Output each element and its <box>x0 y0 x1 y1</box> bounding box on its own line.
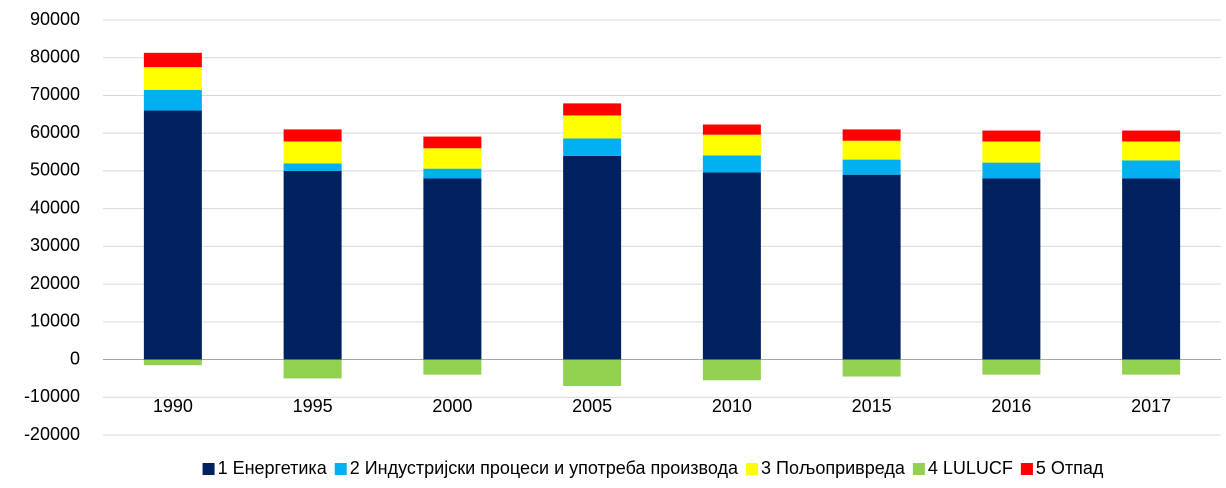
bar-segment <box>563 138 622 156</box>
legend-label: 5 Отпад <box>1036 458 1104 478</box>
legend-swatch <box>746 463 759 475</box>
y-tick-label: -20000 <box>24 424 80 444</box>
legend-label: 3 Пољопривреда <box>761 458 906 478</box>
bar-segment <box>842 174 901 360</box>
legend-label: 2 Индустријски процеси и употреба произв… <box>350 458 739 478</box>
bar-segment <box>702 124 761 135</box>
x-tick-label: 2000 <box>432 396 472 416</box>
bar-segment <box>563 155 622 360</box>
legend-label: 1 Енергетика <box>218 458 328 478</box>
bar-segment <box>283 141 342 164</box>
bar-segment <box>842 129 901 141</box>
y-tick-label: 60000 <box>30 122 80 142</box>
bar-segment <box>283 129 342 142</box>
bar-segment <box>143 52 202 68</box>
bar-segment <box>982 130 1041 142</box>
bar-segment <box>982 359 1041 375</box>
bar-segment <box>842 140 901 160</box>
bar-segment <box>1122 359 1181 375</box>
bar-segment <box>423 136 482 149</box>
x-tick-label: 2005 <box>572 396 612 416</box>
bar-segment <box>1122 178 1181 360</box>
bar-segment <box>563 359 622 386</box>
legend-swatch <box>912 463 925 475</box>
bar-segment <box>423 178 482 360</box>
bar-segment <box>982 178 1041 360</box>
legend-swatch <box>1020 463 1033 475</box>
bar-segment <box>982 141 1041 163</box>
bar-segment <box>563 103 622 116</box>
bar-segment <box>842 359 901 377</box>
y-tick-label: 50000 <box>30 160 80 180</box>
bar-segment <box>563 115 622 139</box>
bar-segment <box>143 110 202 360</box>
y-tick-label: 0 <box>70 348 80 368</box>
bar-segment <box>1122 160 1181 179</box>
y-tick-label: 70000 <box>30 84 80 104</box>
y-tick-label: 30000 <box>30 235 80 255</box>
bar-segment <box>1122 130 1181 142</box>
y-tick-label: 80000 <box>30 46 80 66</box>
bar-segment <box>702 134 761 156</box>
x-tick-label: 2016 <box>991 396 1031 416</box>
bar-segment <box>842 159 901 175</box>
bar-segment <box>143 67 202 90</box>
bar-segment <box>702 359 761 381</box>
bar-segment <box>283 359 342 379</box>
y-tick-label: 90000 <box>30 9 80 29</box>
bar-segment <box>423 148 482 169</box>
x-tick-label: 1990 <box>153 396 193 416</box>
x-tick-label: 2010 <box>712 396 752 416</box>
bar-segment <box>283 163 342 171</box>
bar-segment <box>702 172 761 360</box>
bar-segment <box>143 359 202 366</box>
bar-segment <box>1122 141 1181 161</box>
legend-label: 4 LULUCF <box>928 458 1013 478</box>
bar-segment <box>283 170 342 360</box>
bar-segment <box>982 162 1041 179</box>
bar-segment <box>702 155 761 173</box>
legend-swatch <box>334 463 347 475</box>
legend-swatch <box>202 463 215 475</box>
bar-segment <box>423 168 482 179</box>
y-tick-label: -10000 <box>24 386 80 406</box>
y-tick-label: 10000 <box>30 311 80 331</box>
y-tick-label: 40000 <box>30 197 80 217</box>
x-tick-label: 1995 <box>293 396 333 416</box>
x-tick-label: 2015 <box>852 396 892 416</box>
bar-segment <box>143 89 202 111</box>
y-tick-label: 20000 <box>30 273 80 293</box>
bar-segment <box>423 359 482 375</box>
x-tick-label: 2017 <box>1131 396 1171 416</box>
legend: 1 Енергетика 2 Индустријски процеси и упо… <box>202 458 1104 478</box>
